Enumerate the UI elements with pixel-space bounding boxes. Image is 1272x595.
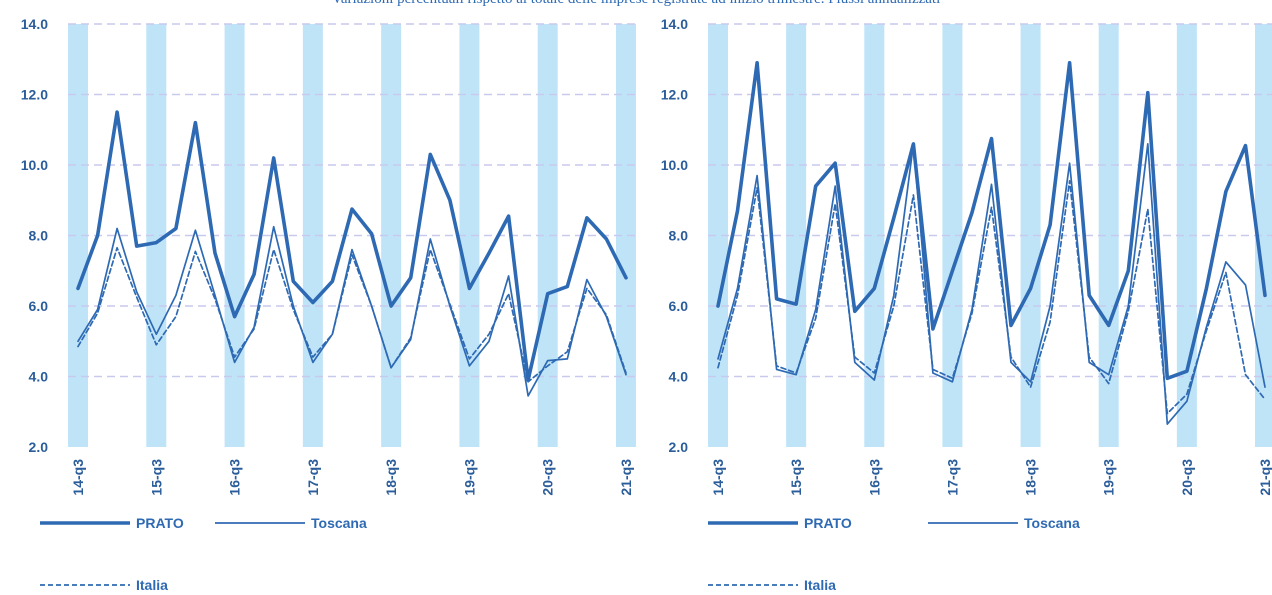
x-tick-label: 18-q3 xyxy=(1023,459,1039,496)
x-tick-label: 16-q3 xyxy=(866,459,882,496)
y-tick-label: 14.0 xyxy=(661,16,688,32)
series-line-italia xyxy=(717,180,1266,415)
q3-band-18-q3 xyxy=(381,24,402,447)
y-tick-label: 12.0 xyxy=(661,87,688,103)
legend-label-prato: PRATO xyxy=(804,515,852,531)
legend-label-toscana: Toscana xyxy=(311,515,367,531)
legend: PRATO Toscana Italia xyxy=(708,515,1080,593)
q3-band-20-q3 xyxy=(537,24,558,447)
y-tick-label: 14.0 xyxy=(21,16,48,32)
x-tick-label: 20-q3 xyxy=(1179,459,1195,496)
q3-band-16-q3 xyxy=(864,24,885,447)
series-line-prato xyxy=(76,110,628,382)
y-tick-label: 6.0 xyxy=(669,298,689,314)
legend-label-prato: PRATO xyxy=(136,515,184,531)
y-tick-label: 10.0 xyxy=(21,157,48,173)
x-tick-label: 17-q3 xyxy=(944,459,960,496)
y-tick-label: 6.0 xyxy=(29,298,49,314)
x-tick-label: 15-q3 xyxy=(148,459,164,496)
y-tick-label: 4.0 xyxy=(29,369,49,385)
y-tick-label: 12.0 xyxy=(21,87,48,103)
legend: PRATO Toscana Italia xyxy=(40,515,367,593)
series-line-toscana xyxy=(77,225,627,397)
x-tick-label: 15-q3 xyxy=(788,459,804,496)
chart-subtitle: Variazioni percentuali rispetto al total… xyxy=(0,0,1272,8)
series-line-prato xyxy=(716,60,1267,381)
y-tick-label: 8.0 xyxy=(29,228,49,244)
x-tick-label: 17-q3 xyxy=(305,459,321,496)
y-tick-label: 2.0 xyxy=(669,439,689,455)
q3-band-14-q3 xyxy=(68,24,88,447)
q3-band-21-q3 xyxy=(616,24,636,447)
q3-band-17-q3 xyxy=(302,24,323,447)
x-tick-label: 14-q3 xyxy=(710,459,726,496)
x-tick-label: 16-q3 xyxy=(227,459,243,496)
x-tick-label: 14-q3 xyxy=(70,459,86,496)
q3-band-20-q3 xyxy=(1176,24,1197,447)
q3-band-15-q3 xyxy=(786,24,807,447)
series-line-italia xyxy=(77,246,627,383)
x-tick-label: 20-q3 xyxy=(540,459,556,496)
chart-panel-2: 2.0 4.0 6.0 8.0 10.0 12.0 14.0 14-q3 15-q3 16-q3 1… xyxy=(661,16,1272,593)
q3-band-15-q3 xyxy=(146,24,167,447)
legend-label-italia: Italia xyxy=(804,577,836,593)
q3-band-21-q3 xyxy=(1255,24,1272,447)
x-tick-label: 18-q3 xyxy=(383,459,399,496)
legend-label-italia: Italia xyxy=(136,577,168,593)
x-tick-label: 21-q3 xyxy=(618,459,634,496)
y-tick-label: 8.0 xyxy=(669,228,689,244)
y-tick-label: 4.0 xyxy=(669,369,689,385)
series-line-toscana xyxy=(717,143,1266,425)
x-tick-label: 19-q3 xyxy=(1101,459,1117,496)
q3-band-17-q3 xyxy=(942,24,963,447)
q3-band-18-q3 xyxy=(1020,24,1041,447)
y-tick-label: 2.0 xyxy=(29,439,49,455)
legend-label-toscana: Toscana xyxy=(1024,515,1080,531)
x-tick-label: 21-q3 xyxy=(1257,459,1272,496)
y-tick-label: 10.0 xyxy=(661,157,688,173)
chart-panel-1: 2.0 4.0 6.0 8.0 10.0 12.0 14.0 14-q3 15-q3 16-q3 1… xyxy=(21,16,636,593)
x-tick-label: 19-q3 xyxy=(461,459,477,496)
q3-band-19-q3 xyxy=(1098,24,1119,447)
q3-band-19-q3 xyxy=(459,24,480,447)
